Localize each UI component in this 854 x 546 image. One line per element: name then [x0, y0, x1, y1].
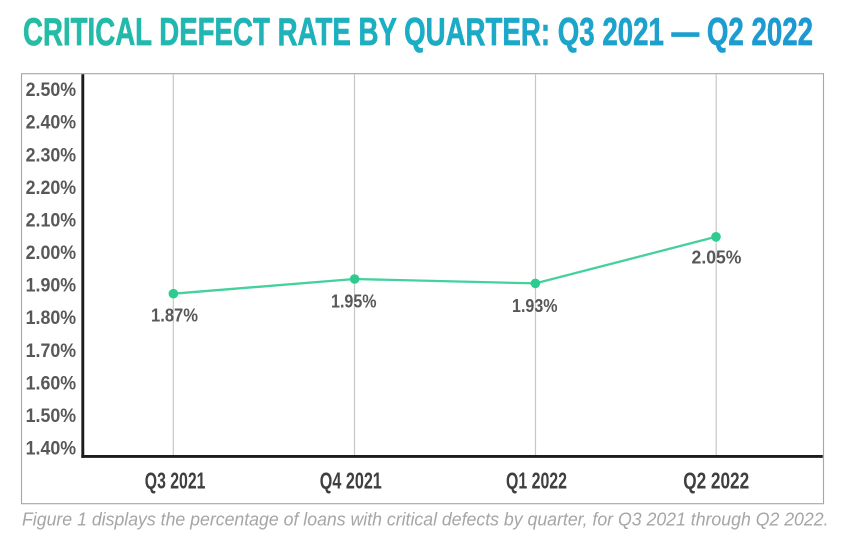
svg-text:1.90%: 1.90% [26, 275, 77, 297]
svg-text:2.20%: 2.20% [26, 177, 77, 199]
svg-text:2.10%: 2.10% [26, 209, 77, 231]
svg-text:1.95%: 1.95% [331, 292, 377, 312]
svg-text:Q4 2021: Q4 2021 [320, 467, 382, 493]
svg-text:1.60%: 1.60% [26, 372, 77, 394]
svg-text:1.80%: 1.80% [26, 307, 77, 329]
svg-text:CRITICAL DEFECT RATE BY QUARTE: CRITICAL DEFECT RATE BY QUARTER: Q3 2021… [23, 11, 813, 54]
svg-text:1.87%: 1.87% [151, 306, 198, 326]
svg-text:1.40%: 1.40% [26, 438, 77, 460]
svg-text:2.05%: 2.05% [692, 248, 742, 268]
svg-text:Q2 2022: Q2 2022 [683, 467, 749, 493]
svg-text:Figure 1 displays the percenta: Figure 1 displays the percentage of loan… [22, 509, 829, 529]
svg-text:Q3 2021: Q3 2021 [145, 467, 206, 493]
svg-text:2.40%: 2.40% [26, 112, 77, 134]
svg-text:2.50%: 2.50% [26, 79, 77, 101]
svg-text:1.93%: 1.93% [512, 296, 558, 316]
svg-text:1.50%: 1.50% [26, 405, 77, 427]
svg-text:2.30%: 2.30% [26, 144, 77, 166]
svg-text:2.00%: 2.00% [26, 242, 77, 264]
svg-text:Q1 2022: Q1 2022 [506, 467, 567, 493]
svg-text:1.70%: 1.70% [26, 340, 77, 362]
